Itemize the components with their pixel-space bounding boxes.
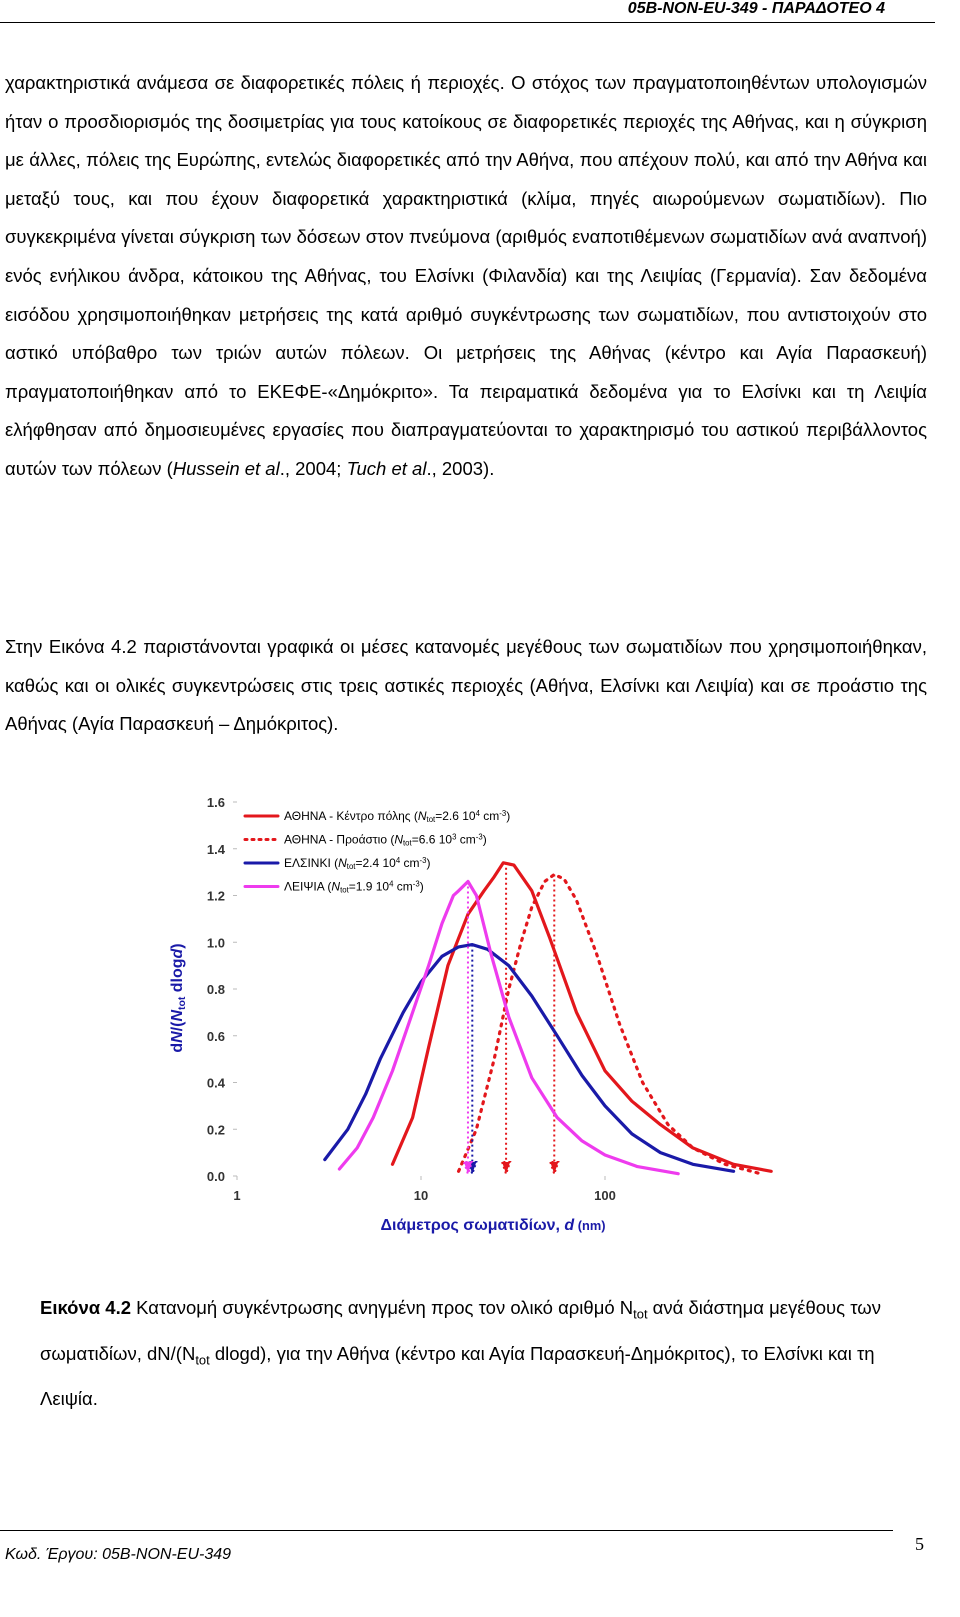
- text-run: N: [169, 1031, 186, 1043]
- text-run: tot: [403, 839, 413, 848]
- legend-label: ΑΘΗΝΑ - Προάστιο (Ntot=6.6 103 cm-3): [284, 833, 487, 848]
- text-run: ΕΛΣΙΝΚΙ (: [284, 856, 338, 870]
- y-tick-label: 1.6: [207, 795, 225, 810]
- text-run: tot: [340, 886, 350, 895]
- text-run: N: [338, 856, 347, 870]
- text-run: ανά διάστημα μεγέθους των σωματιδίων, dN…: [40, 1297, 881, 1364]
- y-tick-label: 0.4: [207, 1076, 226, 1091]
- legend-label: ΕΛΣΙΝΚΙ (Ntot=2.4 104 cm-3): [284, 856, 430, 871]
- text-run: ΑΘΗΝΑ - Προάστιο (: [284, 833, 394, 847]
- text-run: dlogd), για την Αθήνα (κέντρο και Αγία Π…: [40, 1342, 875, 1410]
- text-run: =6.6 10: [412, 833, 453, 847]
- text-run: N: [331, 880, 340, 894]
- text-run: d: [564, 1217, 575, 1234]
- text-run: 4: [476, 809, 481, 818]
- series-line: [390, 861, 773, 1173]
- y-tick-label: 1.0: [207, 935, 225, 950]
- text-run: cm: [393, 880, 412, 894]
- text-run: tot: [347, 862, 357, 871]
- text-run: N: [394, 833, 403, 847]
- x-tick-label: 100: [594, 1188, 616, 1203]
- x-tick-label: 1: [233, 1188, 240, 1203]
- text-run: tot: [177, 996, 188, 1010]
- y-tick-label: 1.4: [207, 842, 226, 857]
- y-tick-label: 0.6: [207, 1029, 225, 1044]
- text-run: cm: [480, 809, 499, 823]
- y-tick-label: 0.0: [207, 1169, 225, 1184]
- chart: 0.0 0.2 0.4 0.6 0.8 1.0 1.2 1.4 1.6 1 10 100 Διάμετρ…: [169, 795, 773, 1234]
- text-run: ., 2003).: [426, 457, 495, 479]
- text-run: cm: [456, 833, 475, 847]
- y-axis-label: dN/(Ntot dlogd): [169, 943, 188, 1052]
- legend-label: ΑΘΗΝΑ - Κέντρο πόλης (Ntot=2.6 104 cm-3): [284, 809, 510, 824]
- text-run: tot: [427, 815, 437, 824]
- series-line: [323, 943, 736, 1173]
- text-run: tot: [195, 1352, 210, 1368]
- y-tick-label: 0.2: [207, 1122, 225, 1137]
- text-run: Κατανομή συγκέντρωσης ανηγμένη προς τον …: [131, 1297, 634, 1318]
- text-run: dlog: [169, 958, 186, 996]
- page-number: 5: [915, 1534, 924, 1554]
- text-run: Διάμετρος σωματιδίων,: [381, 1217, 565, 1234]
- text-run: 4: [389, 880, 394, 889]
- text-run: -3: [420, 856, 427, 865]
- x-tick-label: 10: [414, 1188, 428, 1203]
- text-run: tot: [633, 1306, 648, 1322]
- text-run: 4: [396, 856, 401, 865]
- text-run: Εικόνα 4.2: [40, 1297, 132, 1318]
- text-run: -3: [413, 880, 420, 889]
- text-run: =1.9 10: [349, 880, 390, 894]
- paragraph: χαρακτηριστικά ανάμεσα σε διαφορετικές π…: [5, 64, 927, 489]
- text-run: 3: [452, 833, 456, 842]
- text-run: =2.6 10: [435, 809, 476, 823]
- text-run: -3: [476, 833, 483, 842]
- figure-caption: Εικόνα 4.2 Κατανομή συγκέντρωσης ανηγμέν…: [40, 1288, 910, 1418]
- text-run: N: [169, 1010, 186, 1022]
- header-title: 05B-NON-EU-349 - ΠΑΡΑΔΟΤΕΟ 4: [627, 0, 885, 17]
- text-run: -3: [499, 809, 506, 818]
- y-tick-label: 1.2: [207, 889, 225, 904]
- x-axis-label: Διάμετρος σωματιδίων, d (nm): [381, 1217, 606, 1234]
- text-run: ): [420, 880, 424, 894]
- peak-arrow: [548, 874, 560, 1178]
- text-run: N: [418, 809, 427, 823]
- legend-label: ΛΕΙΨΙΑ (Ntot=1.9 104 cm-3): [284, 880, 424, 895]
- text-run: ): [483, 833, 487, 847]
- text-run: cm: [400, 856, 419, 870]
- footer-rule: [0, 1530, 893, 1531]
- text-run: ): [169, 943, 186, 948]
- text-run: =2.4 10: [355, 856, 396, 870]
- text-run: χαρακτηριστικά ανάμεσα σε διαφορετικές π…: [5, 72, 927, 479]
- peak-arrow: [466, 944, 478, 1178]
- text-run: Tuch et al: [346, 457, 427, 479]
- text-run: Hussein et al: [172, 457, 280, 479]
- text-run: d: [169, 1043, 186, 1053]
- text-run: /(: [169, 1021, 186, 1031]
- text-run: ΑΘΗΝΑ - Κέντρο πόλης (: [284, 809, 418, 823]
- peak-arrow: [500, 862, 512, 1178]
- text-run: ., 2004;: [279, 457, 347, 479]
- footer-code: Κωδ. Έργου: 05B-NON-EU-349: [5, 1546, 232, 1563]
- text-run: (nm): [574, 1218, 605, 1233]
- paragraph: Στην Εικόνα 4.2 παριστάνονται γραφικά οι…: [5, 628, 927, 744]
- text-run: ΛΕΙΨΙΑ (: [284, 880, 331, 894]
- text-run: ): [426, 856, 430, 870]
- text-run: d: [169, 947, 186, 958]
- text-run: ): [506, 809, 510, 823]
- series-line: [457, 872, 763, 1176]
- peak-arrow: [462, 881, 474, 1178]
- text-run: Στην Εικόνα 4.2 παριστάνονται γραφικά οι…: [5, 636, 927, 735]
- y-tick-label: 0.8: [207, 982, 225, 997]
- header-rule: [0, 22, 935, 23]
